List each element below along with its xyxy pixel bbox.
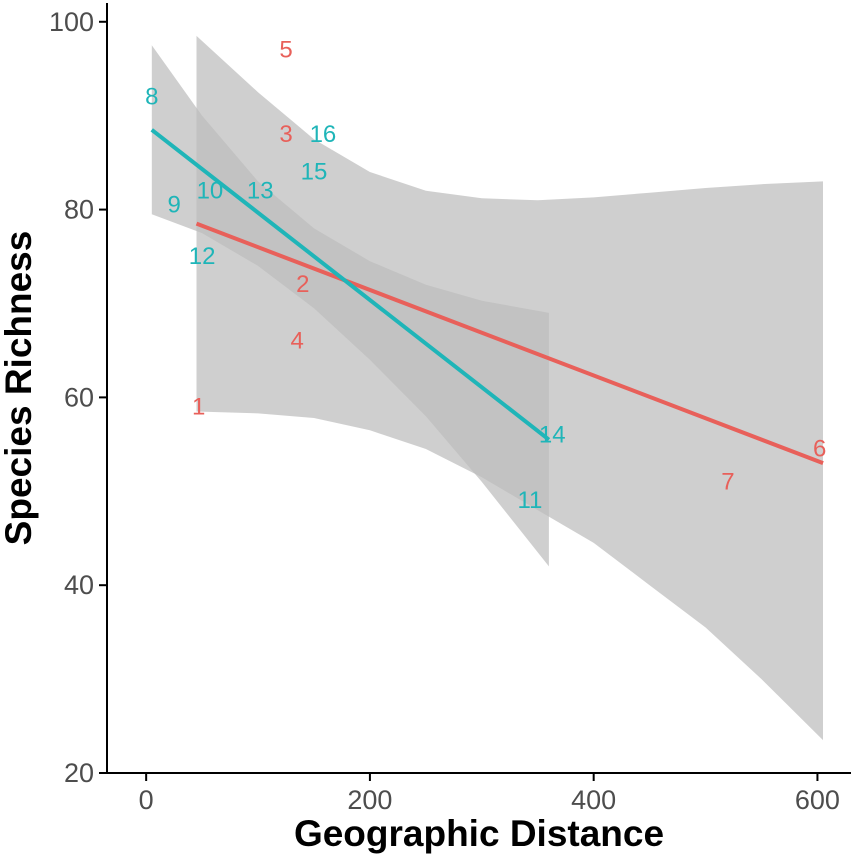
point-label: 13: [247, 177, 274, 204]
y-axis-ticks: 20 40 60 80 100: [49, 7, 107, 788]
y-tick-label: 60: [64, 382, 94, 412]
fit-line-2: [150, 128, 551, 442]
point-label: 11: [517, 487, 542, 514]
point-label: 3: [279, 121, 292, 148]
x-tick-label: 600: [795, 785, 840, 815]
fit-lines: [150, 128, 824, 465]
point-label: 8: [145, 83, 158, 110]
point-label: 16: [310, 121, 337, 148]
point-label: 7: [721, 468, 734, 495]
confidence-band-2: [151, 45, 549, 567]
point-label: 4: [291, 328, 304, 355]
point-label: 12: [189, 243, 216, 270]
point-label: 5: [279, 36, 292, 63]
point-label: 6: [813, 436, 826, 463]
point-label: 10: [197, 177, 224, 204]
fit-line-1: [195, 221, 824, 465]
point-label: 1: [192, 393, 205, 420]
point-label: 15: [301, 159, 328, 186]
y-tick-label: 40: [64, 570, 94, 600]
y-axis-title: Species Richness: [0, 231, 39, 546]
axes: [106, 3, 851, 774]
y-tick-label: 20: [64, 758, 94, 788]
y-tick-label: 80: [64, 195, 94, 225]
x-tick-label: 200: [347, 785, 392, 815]
y-tick-label: 100: [49, 7, 94, 37]
x-axis-ticks: 0 200 400 600: [139, 773, 840, 815]
point-label: 14: [539, 421, 566, 448]
x-axis-title: Geographic Distance: [294, 813, 664, 854]
point-label: 9: [167, 191, 180, 218]
x-tick-label: 0: [139, 785, 154, 815]
point-label: 2: [296, 271, 309, 298]
confidence-bands: [151, 35, 823, 741]
x-tick-label: 400: [571, 785, 616, 815]
